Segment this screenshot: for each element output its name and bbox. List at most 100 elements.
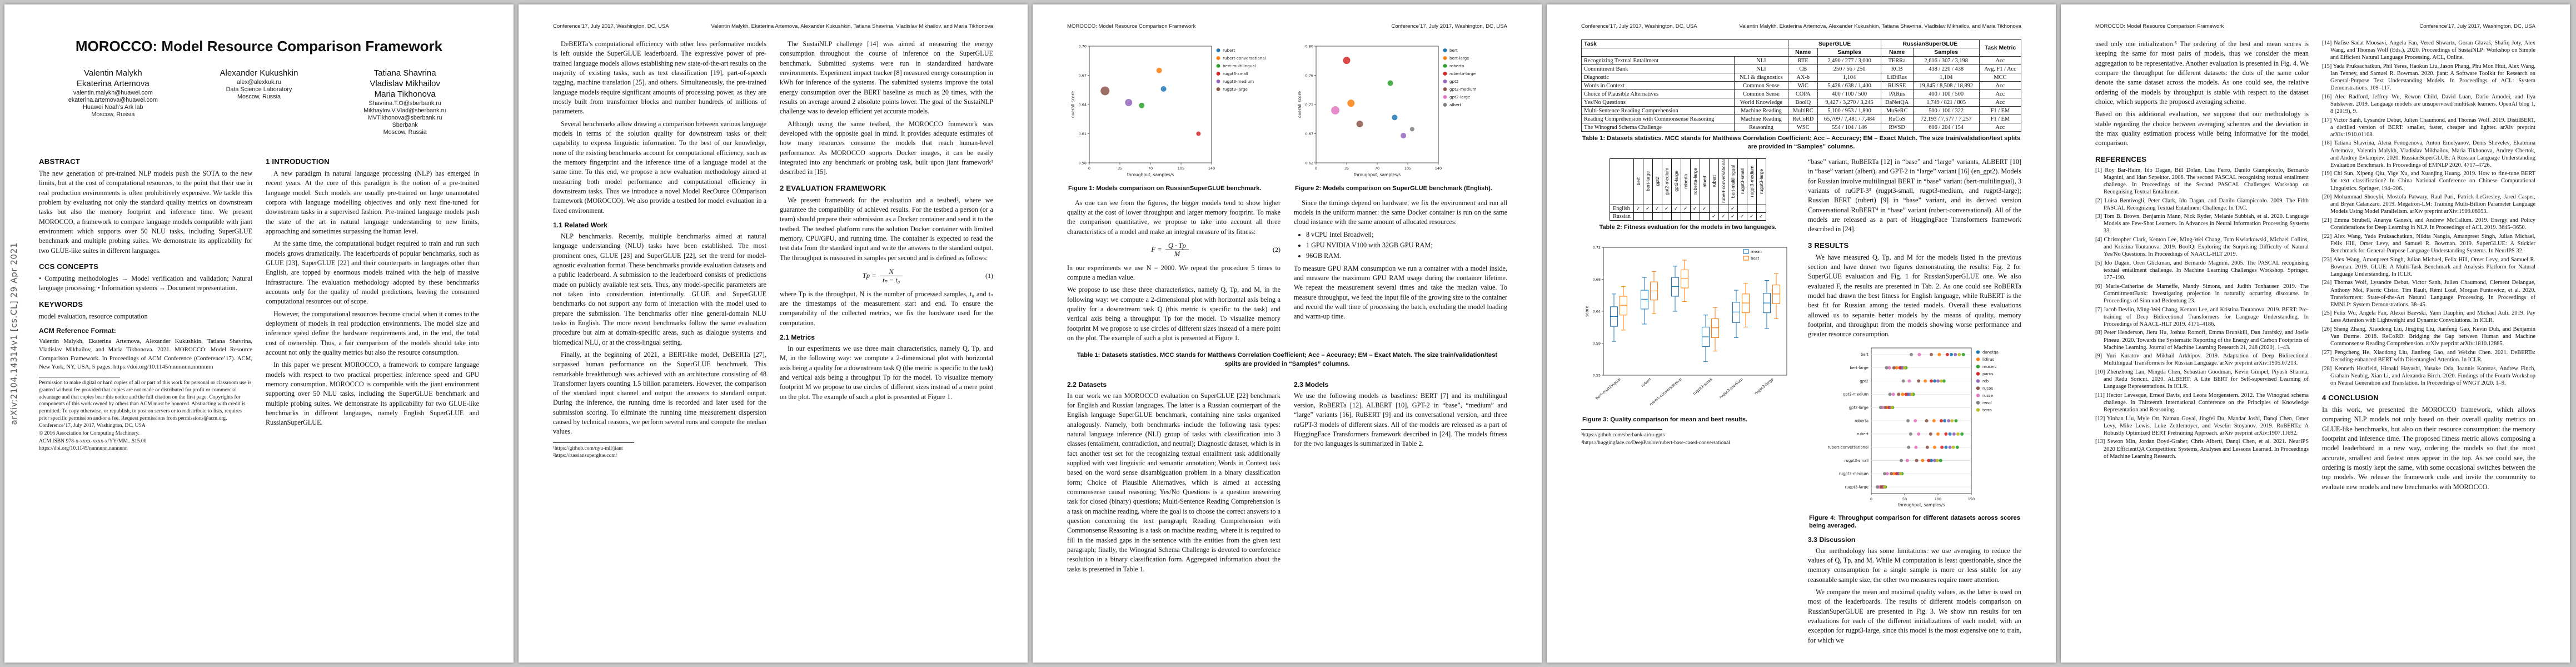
svg-text:bert-multilingual: bert-multilingual xyxy=(1223,63,1256,68)
footnote-url[interactable]: ³https://github.com/sberbank-ai/ru-gpts xyxy=(1581,432,1665,439)
reference-item[interactable]: [3] Tom B. Brown, Benjamin Mann, Nick Ry… xyxy=(2095,213,2309,235)
svg-text:roberta: roberta xyxy=(1855,419,1869,423)
paragraph: Since the timings depend on hardware, we… xyxy=(1294,198,1507,226)
author-affiliation: Data Science Laboratory xyxy=(226,86,292,93)
reference-item[interactable]: [18] Tatiana Shavrina, Alena Fenogenova,… xyxy=(2322,140,2535,168)
figure3-box-chart: 0.55 0.59 0.64 0.68 0.72 bert-multilingual rub… xyxy=(1582,238,1793,411)
svg-text:70: 70 xyxy=(1375,166,1379,171)
svg-text:rubert-conversational: rubert-conversational xyxy=(1648,377,1683,406)
svg-text:0: 0 xyxy=(1870,497,1872,501)
reference-item[interactable]: [11] Hector Levesque, Ernest Davis, and … xyxy=(2095,392,2309,413)
ccs-heading: CCS CONCEPTS xyxy=(39,262,99,271)
running-head: Conference’17, July 2017, Washington, DC… xyxy=(553,23,993,29)
reference-item[interactable]: [24] Thomas Wolf, Lysandre Debut, Victor… xyxy=(2322,280,2535,308)
reference-item[interactable]: [15] Yada Pruksachatkun, Phil Yeres, Hao… xyxy=(2322,63,2535,92)
page3-left-column: 0 0.58 35 0.61 70 0.64 105 0.67 140 0.70 throughpu… xyxy=(1067,39,1280,346)
reference-item[interactable]: [7] Jacob Devlin, Ming-Wei Chang, Kenton… xyxy=(2095,306,2309,327)
author-name: Ekaterina Artemova xyxy=(76,79,150,88)
datasets-table-row: Multi-Sentence Reading Comprehension Mac… xyxy=(1581,106,2022,115)
abstract-text: The new generation of pre-trained NLP mo… xyxy=(39,170,252,255)
reference-item[interactable]: [2] Luisa Bentivogli, Peter Clark, Ido D… xyxy=(2095,197,2309,211)
paragraph: To measure GPU RAM consumption we run a … xyxy=(1294,264,1507,321)
svg-text:bert: bert xyxy=(1861,352,1869,357)
footnote-url[interactable]: ⁴https://huggingface.co/DeepPavlov/ruber… xyxy=(1581,439,1730,446)
reference-item[interactable]: [8] Peter Henderson, Jieru Hu, Joshua Ro… xyxy=(2095,330,2309,351)
reference-item[interactable]: [6] Marie-Catherine de Marneffe, Mandy S… xyxy=(2095,283,2309,304)
reference-item[interactable]: [22] Alex Wang, Yada Pruksachatkun, Niki… xyxy=(2322,233,2535,254)
footnote-line: Permission to make digital or hard copie… xyxy=(39,380,252,421)
svg-text:gpt2-large: gpt2-large xyxy=(1449,94,1471,99)
svg-text:0.62: 0.62 xyxy=(1306,161,1313,165)
datasets-table-row: Yes/No Questions World Knowledge BoolQ 9… xyxy=(1581,98,2022,107)
footnote-url[interactable]: ²https://russiansuperglue.com/ xyxy=(553,452,617,459)
reference-item[interactable]: [1] Roy Bar-Haim, Ido Dagan, Bill Dolan,… xyxy=(2095,167,2309,195)
reference-item[interactable]: [9] Yuri Kuratov and Mikhail Arkhipov. 2… xyxy=(2095,353,2309,367)
reference-item[interactable]: [17] Victor Sanh, Lysandre Debut, Julien… xyxy=(2322,117,2535,138)
svg-text:0.70: 0.70 xyxy=(1079,44,1087,48)
page1-right-column: 1 INTRODUCTION A new paradigm in natural… xyxy=(266,151,479,453)
paragraph: A new paradigm in natural language proce… xyxy=(266,170,479,235)
datasets-paragraph: In our work we ran MOROCCO evaluation on… xyxy=(1067,391,1280,573)
reference-item[interactable]: [10] Zhenzhong Lan, Mingda Chen, Sebasti… xyxy=(2095,369,2309,390)
reference-item[interactable]: [12] Yinhan Liu, Myle Ott, Naman Goyal, … xyxy=(2095,415,2309,436)
arxiv-stamp-text: arXiv:2104.14314v1 [cs.CL] 29 Apr 2021 xyxy=(9,242,19,425)
reference-item[interactable]: [25] Felix Wu, Angela Fan, Alexei Baevsk… xyxy=(2322,310,2535,324)
paragraph: DeBERTa’s computational efficiency with … xyxy=(553,40,766,116)
author-name: Maria Tikhonova xyxy=(374,89,436,99)
footnote-url[interactable]: ¹https://github.com/nyu-mll/jiant xyxy=(553,445,623,451)
page-2: Conference’17, July 2017, Washington, DC… xyxy=(519,4,1028,663)
page-5: MOROCCO: Model Resource Comparison Frame… xyxy=(2061,4,2570,663)
paragraph: Although using the same testbed, the MOR… xyxy=(780,120,993,176)
reference-item[interactable]: [19] Chi Sun, Xipeng Qiu, Yige Xu, and X… xyxy=(2322,171,2535,192)
reference-item[interactable]: [23] Alex Wang, Amanpreet Singh, Julian … xyxy=(2322,256,2535,277)
reference-item[interactable]: [5] Ido Dagan, Oren Glickman, and Bernar… xyxy=(2095,260,2309,281)
ccs-text: • Computing methodologies → Model verifi… xyxy=(39,274,252,292)
svg-text:muserc: muserc xyxy=(1982,365,1997,369)
evaluation-framework-heading: 2 EVALUATION FRAMEWORK xyxy=(780,183,886,192)
reference-item[interactable]: [14] Nafise Sadat Moosavi, Angela Fan, V… xyxy=(2322,40,2535,61)
fitness-table: bert bert-large gpt2 gpt2-medium gpt2-large r… xyxy=(1581,158,1795,221)
author-name: Alexander Kukushkin xyxy=(220,68,298,78)
reference-item[interactable]: [4] Christopher Clark, Kenton Lee, Ming-… xyxy=(2095,237,2309,258)
svg-text:roberta-large: roberta-large xyxy=(1449,71,1476,76)
svg-text:rubert: rubert xyxy=(1857,432,1869,436)
page1-left-column: ABSTRACT The new generation of pre-train… xyxy=(39,151,252,453)
references-list-left: [1] Roy Bar-Haim, Ido Dagan, Bill Dolan,… xyxy=(2095,167,2309,460)
svg-text:roberta: roberta xyxy=(1449,63,1464,68)
paragraph: We propose to use these three characteri… xyxy=(1067,286,1280,342)
reference-item[interactable]: [28] Kenneth Heafield, Hiroaki Hayashi, … xyxy=(2322,365,2535,386)
reference-item[interactable]: [26] Sheng Zhang, Xiaodong Liu, Jingjing… xyxy=(2322,326,2535,347)
svg-text:105: 105 xyxy=(1404,166,1411,171)
figure2-scatter-chart: 00.62 35 0.67 70 0.71 105 0.76 140 0.80 throughpu… xyxy=(1295,41,1506,180)
footnote-block: ¹https://github.com/nyu-mll/jiant ²https:… xyxy=(553,442,766,460)
reference-item[interactable]: [21] Emma Strubell, Ananya Ganesh, and A… xyxy=(2322,217,2535,231)
svg-text:bert-multilingual: bert-multilingual xyxy=(1595,377,1622,401)
datasets-table-row: Recognizing Textual Entailment NLI RTE 2… xyxy=(1581,56,2022,65)
datasets-table-subheader-samples: Samples xyxy=(1912,48,1980,57)
author-affiliation: Sberbank xyxy=(392,122,418,128)
svg-text:gpt2-large: gpt2-large xyxy=(1849,405,1869,410)
equation-fitness: F = Q · Tp M (2) xyxy=(1067,242,1280,258)
running-head: Conference’17, July 2017, Washington, DC… xyxy=(1581,23,2021,29)
reference-item[interactable]: [27] Pengcheng He, Xiaodong Liu, Jianfen… xyxy=(2322,349,2535,363)
datasets-table-header-russiansuperglue: RussianSuperGLUE xyxy=(1880,39,1980,48)
page3-right-column: 0 0.62 35 0.67 70 0.71 105 0.76 140 0.80 throughpu… xyxy=(1294,39,1507,346)
reference-item[interactable]: [16] Alec Radford, Jeffrey Wu, Rewon Chi… xyxy=(2322,93,2535,115)
figure4-caption: Figure 4: Throughput comparison for diff… xyxy=(1809,514,2020,530)
reference-item[interactable]: [13] Sewon Min, Jordan Boyd-Graber, Chri… xyxy=(2095,439,2309,460)
author-affiliation: valentin.malykh@huawei.com xyxy=(73,89,153,96)
acm-reference-text[interactable]: Valentin Malykh, Ekaterina Artemova, Ale… xyxy=(39,337,252,370)
svg-text:rugpt3-small: rugpt3-small xyxy=(1692,377,1713,396)
author-affiliation: alex@alexkuk.ru xyxy=(237,79,281,86)
svg-text:throughput, samples/s: throughput, samples/s xyxy=(1127,172,1174,177)
svg-text:0.71: 0.71 xyxy=(1306,102,1313,107)
references-list-right: [14] Nafise Sadat Moosavi, Angela Fan, V… xyxy=(2322,39,2535,387)
conclusion-heading: 4 CONCLUSION xyxy=(2322,393,2379,402)
environment-list: 8 vCPU Intel Broadwell;1 GPU NVIDIA V100… xyxy=(1306,230,1507,261)
figure1-caption: Figure 1: Models comparison on RussianSu… xyxy=(1068,185,1262,192)
reference-item[interactable]: [20] Mohammad Shoeybi, Mostofa Patwary, … xyxy=(2322,194,2535,215)
paragraph: We present framework for the evaluation … xyxy=(780,196,993,262)
author-affiliation: Huawei Noah’s Ark lab xyxy=(83,104,143,111)
paragraph: We have measured Q, Tp, and M for the mo… xyxy=(1808,253,2021,339)
svg-text:throughput, samples/s: throughput, samples/s xyxy=(1354,172,1401,177)
